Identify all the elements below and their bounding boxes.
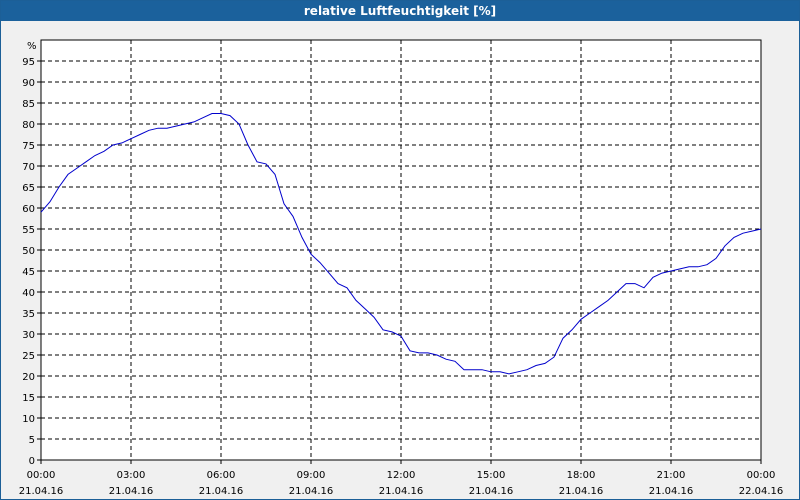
y-tick-label: 85	[22, 99, 35, 110]
x-tick-date-label: 21.04.16	[379, 486, 424, 497]
y-tick-label: 15	[22, 393, 35, 404]
x-tick-date-label: 21.04.16	[469, 486, 514, 497]
y-tick-label: 75	[22, 141, 35, 152]
y-tick-label: 45	[22, 267, 35, 278]
y-tick-label: 65	[22, 183, 35, 194]
x-tick-time-label: 00:00	[747, 470, 776, 481]
x-tick-date-label: 21.04.16	[199, 486, 244, 497]
x-tick-time-label: 06:00	[207, 470, 236, 481]
y-tick-label: 40	[22, 288, 35, 299]
x-tick-time-label: 03:00	[117, 470, 146, 481]
y-tick-label: 0	[29, 456, 35, 467]
x-tick-time-label: 09:00	[297, 470, 326, 481]
x-tick-date-label: 22.04.16	[739, 486, 784, 497]
y-tick-label: 50	[22, 246, 35, 257]
x-tick-date-label: 21.04.16	[109, 486, 154, 497]
y-axis-unit-label: %	[27, 41, 37, 52]
y-tick-label: 25	[22, 351, 35, 362]
x-tick-time-label: 18:00	[567, 470, 596, 481]
x-tick-date-label: 21.04.16	[289, 486, 334, 497]
y-tick-label: 35	[22, 309, 35, 320]
x-tick-date-label: 21.04.16	[649, 486, 694, 497]
y-tick-label: 10	[22, 414, 35, 425]
y-tick-label: 30	[22, 330, 35, 341]
y-tick-label: 60	[22, 204, 35, 215]
x-tick-date-label: 21.04.16	[19, 486, 64, 497]
x-tick-time-label: 12:00	[387, 470, 416, 481]
chart-title: relative Luftfeuchtigkeit [%]	[1, 1, 799, 21]
y-tick-label: 70	[22, 162, 35, 173]
x-tick-time-label: 21:00	[657, 470, 686, 481]
y-tick-label: 20	[22, 372, 35, 383]
humidity-series-line	[40, 113, 762, 375]
y-tick-label: 55	[22, 225, 35, 236]
x-tick-time-label: 15:00	[477, 470, 506, 481]
x-tick-time-label: 00:00	[27, 470, 56, 481]
y-tick-label: 5	[29, 435, 35, 446]
x-tick-date-label: 21.04.16	[559, 486, 604, 497]
y-tick-label: 80	[22, 120, 35, 131]
y-tick-label: 90	[22, 78, 35, 89]
y-tick-label: 95	[22, 57, 35, 68]
